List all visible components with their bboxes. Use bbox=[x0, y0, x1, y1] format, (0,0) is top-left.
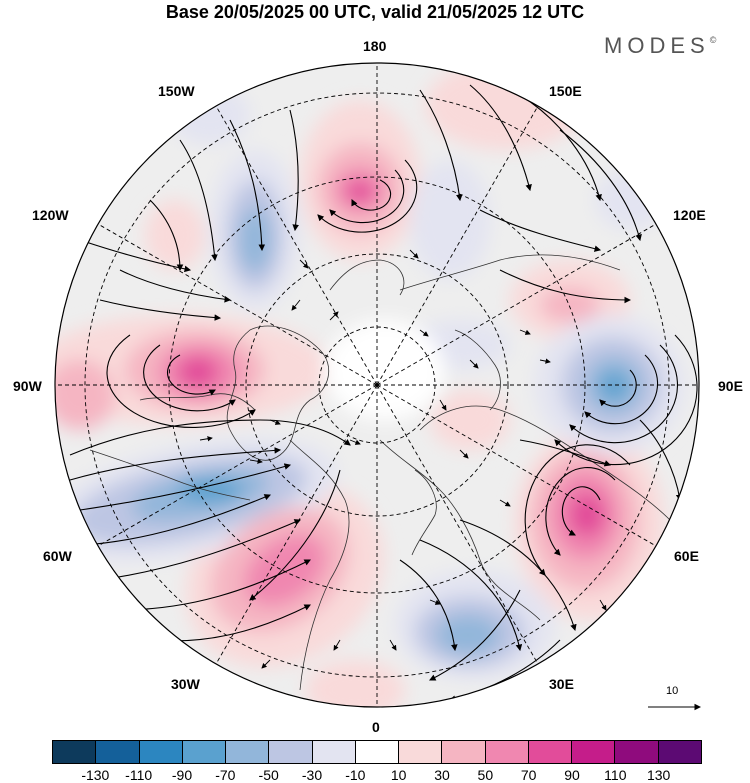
colorbar-tick-label: 70 bbox=[520, 767, 537, 783]
colorbar-tick-label: -70 bbox=[215, 767, 236, 783]
colorbar-tick-label: -110 bbox=[125, 767, 153, 783]
brand-logo: MODES© bbox=[604, 33, 716, 59]
colorbar-swatch bbox=[442, 741, 486, 763]
map-disc bbox=[55, 63, 699, 707]
reference-vector-label: 10 bbox=[666, 685, 679, 697]
colorbar-swatch bbox=[139, 741, 183, 763]
brand-mark: © bbox=[709, 35, 717, 45]
coastlines bbox=[89, 254, 671, 691]
lon-label-180: 180 bbox=[363, 38, 387, 54]
colorbar-swatch bbox=[269, 741, 313, 763]
colorbar-swatch bbox=[182, 741, 227, 763]
colorbar-tick-label: 130 bbox=[646, 767, 671, 783]
colorbar-swatch bbox=[355, 741, 400, 763]
colorbar-tick-label: -10 bbox=[345, 767, 366, 783]
wind-streamlines bbox=[69, 84, 698, 702]
colorbar-tick-label: 90 bbox=[564, 767, 580, 783]
brand-text: MODES bbox=[604, 33, 710, 58]
lon-label-60e: 60E bbox=[674, 548, 699, 564]
colorbar-tick-label: 50 bbox=[477, 767, 494, 783]
lon-label-120w: 120W bbox=[32, 207, 69, 223]
colorbar-swatch bbox=[485, 741, 529, 763]
colorbar-swatch bbox=[572, 741, 616, 763]
lon-label-0: 0 bbox=[372, 719, 380, 735]
polar-cap bbox=[325, 320, 445, 420]
lon-label-60w: 60W bbox=[43, 548, 72, 564]
colorbar-swatch bbox=[312, 741, 356, 763]
colorbar-swatch bbox=[658, 741, 701, 763]
colorbar-tick-label: -30 bbox=[301, 767, 323, 783]
colorbar-swatch bbox=[226, 741, 270, 763]
colorbar-swatch bbox=[528, 741, 573, 763]
lon-label-90e: 90E bbox=[718, 378, 743, 394]
wind-arrows bbox=[199, 249, 607, 669]
colorbar-swatch bbox=[615, 741, 659, 763]
lon-label-150e: 150E bbox=[549, 83, 582, 99]
colorbar-tick-label: 110 bbox=[604, 767, 627, 783]
anomaly-shading bbox=[55, 63, 685, 707]
map-border bbox=[54, 62, 700, 708]
map-title: Base 20/05/2025 00 UTC, valid 21/05/2025… bbox=[165, 2, 585, 22]
lon-label-90w: 90W bbox=[13, 378, 42, 394]
colorbar-swatch bbox=[399, 741, 443, 763]
colorbar-swatch bbox=[96, 741, 140, 763]
colorbar-tick-label: -90 bbox=[171, 767, 193, 783]
lon-label-30w: 30W bbox=[171, 676, 200, 692]
colorbar bbox=[52, 740, 702, 764]
colorbar-swatch bbox=[53, 741, 97, 763]
lon-label-120e: 120E bbox=[673, 207, 706, 223]
graticule bbox=[55, 63, 699, 707]
colorbar-tick-label: 30 bbox=[434, 767, 450, 783]
colorbar-tick-label: -130 bbox=[81, 767, 110, 783]
lon-label-150w: 150W bbox=[158, 83, 195, 99]
colorbar-tick-label: 10 bbox=[390, 767, 407, 783]
lon-label-30e: 30E bbox=[549, 676, 574, 692]
colorbar-tick-label: -50 bbox=[258, 767, 279, 783]
